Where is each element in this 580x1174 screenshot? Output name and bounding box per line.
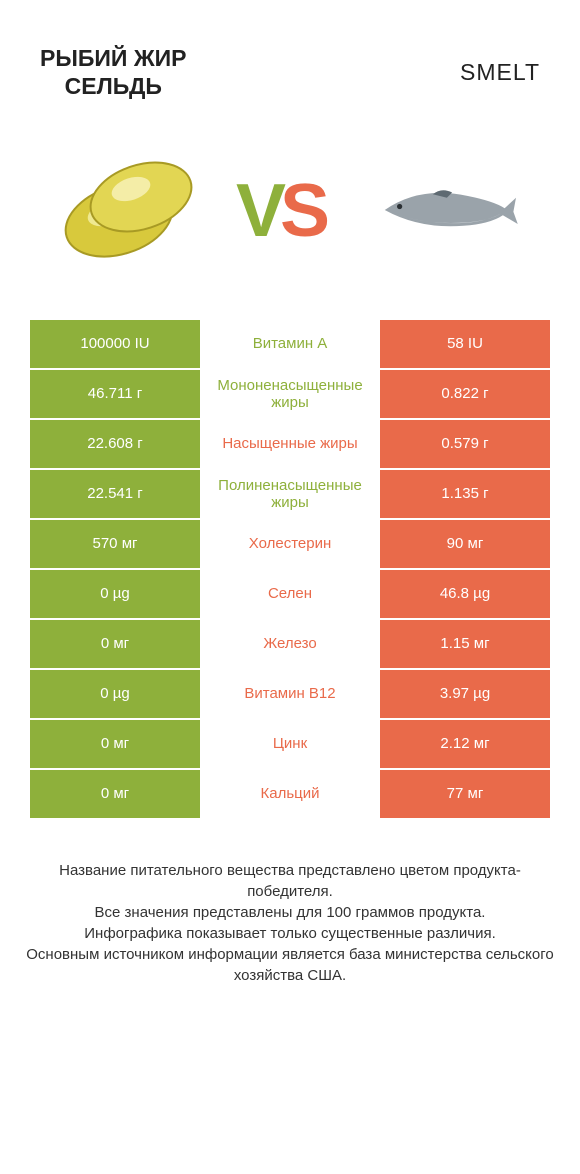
vs-label: VS: [236, 167, 324, 253]
header: РЫБИЙ ЖИР СЕЛЬДЬ SMELT: [0, 0, 580, 120]
right-value: 1.15 мг: [380, 620, 550, 668]
fish-oil-capsule-icon: [49, 135, 199, 285]
table-row: 0 µgВитамин B123.97 µg: [30, 670, 550, 720]
left-product-title: РЫБИЙ ЖИР СЕЛЬДЬ: [40, 45, 187, 100]
vs-s: S: [280, 168, 324, 252]
footer-line2: Все значения представлены для 100 граммо…: [25, 902, 555, 923]
footer-notes: Название питательного вещества представл…: [0, 820, 580, 1006]
right-value: 3.97 µg: [380, 670, 550, 718]
nutrient-label: Холестерин: [200, 520, 380, 568]
nutrient-label: Полиненасыщенные жиры: [200, 470, 380, 518]
table-row: 0 мгЦинк2.12 мг: [30, 720, 550, 770]
right-value: 90 мг: [380, 520, 550, 568]
right-value: 77 мг: [380, 770, 550, 818]
right-value: 58 IU: [380, 320, 550, 368]
left-title-line1: РЫБИЙ ЖИР: [40, 45, 187, 73]
nutrient-label: Селен: [200, 570, 380, 618]
vs-v: V: [236, 168, 280, 252]
table-row: 46.711 гМононенасыщенные жиры0.822 г: [30, 370, 550, 420]
left-value: 22.608 г: [30, 420, 200, 468]
comparison-table: 100000 IUВитамин A58 IU46.711 гМононенас…: [0, 320, 580, 820]
right-value: 46.8 µg: [380, 570, 550, 618]
left-value: 22.541 г: [30, 470, 200, 518]
footer-line4: Основным источником информации является …: [25, 944, 555, 986]
left-value: 0 мг: [30, 770, 200, 818]
table-row: 570 мгХолестерин90 мг: [30, 520, 550, 570]
right-value: 1.135 г: [380, 470, 550, 518]
left-value: 570 мг: [30, 520, 200, 568]
left-value: 0 мг: [30, 720, 200, 768]
table-row: 0 мгЖелезо1.15 мг: [30, 620, 550, 670]
table-row: 0 мгКальций77 мг: [30, 770, 550, 820]
nutrient-label: Кальций: [200, 770, 380, 818]
left-value: 46.711 г: [30, 370, 200, 418]
nutrient-label: Насыщенные жиры: [200, 420, 380, 468]
table-row: 22.608 гНасыщенные жиры0.579 г: [30, 420, 550, 470]
nutrient-label: Мононенасыщенные жиры: [200, 370, 380, 418]
nutrient-label: Железо: [200, 620, 380, 668]
right-value: 0.822 г: [380, 370, 550, 418]
right-value: 2.12 мг: [380, 720, 550, 768]
left-value: 100000 IU: [30, 320, 200, 368]
table-row: 0 µgСелен46.8 µg: [30, 570, 550, 620]
nutrient-label: Цинк: [200, 720, 380, 768]
left-value: 0 мг: [30, 620, 200, 668]
left-value: 0 µg: [30, 670, 200, 718]
footer-line1: Название питательного вещества представл…: [25, 860, 555, 902]
right-product-title: SMELT: [460, 59, 540, 86]
nutrient-label: Витамин A: [200, 320, 380, 368]
nutrient-label: Витамин B12: [200, 670, 380, 718]
table-row: 22.541 гПолиненасыщенные жиры1.135 г: [30, 470, 550, 520]
footer-line3: Инфографика показывает только существенн…: [25, 923, 555, 944]
smelt-fish-icon: [361, 170, 531, 250]
table-row: 100000 IUВитамин A58 IU: [30, 320, 550, 370]
left-title-line2: СЕЛЬДЬ: [40, 73, 187, 101]
left-value: 0 µg: [30, 570, 200, 618]
right-value: 0.579 г: [380, 420, 550, 468]
visual-row: VS: [0, 120, 580, 320]
